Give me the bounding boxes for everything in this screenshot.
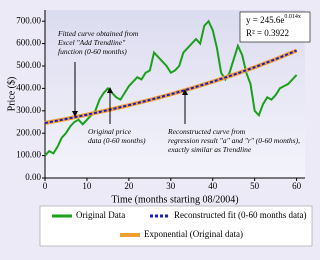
- x-tick-label: 20: [124, 181, 134, 191]
- annotation: Reconstructed curve from regression resu…: [167, 127, 302, 154]
- legend: [39, 205, 313, 247]
- series-line: [44, 19, 298, 157]
- x-tick-label: 60: [292, 181, 302, 191]
- x-axis-label: Time (months starting 08/2004): [111, 194, 238, 205]
- legend-label: Reconstructed fit (0-60 months data): [174, 210, 306, 220]
- equation-box: [239, 11, 311, 43]
- equation: y = 245.6e0.014x: [246, 14, 301, 25]
- x-tick-label: 0: [43, 181, 48, 191]
- x-tick-label: 50: [250, 181, 260, 191]
- x-tick-label: 10: [82, 181, 92, 191]
- y-tick-label: 600.00: [16, 38, 41, 48]
- y-tick-label: 500.00: [16, 60, 41, 70]
- y-tick-label: 100.00: [16, 150, 41, 160]
- annotation: Fitted curve obtained from Excel "Add Tr…: [57, 29, 140, 56]
- y-axis-label: Price ($): [6, 77, 17, 112]
- y-tick-label: 700.00: [16, 15, 41, 25]
- x-tick-label: 30: [166, 181, 176, 191]
- y-tick-label: 300.00: [16, 105, 41, 115]
- x-tick-label: 40: [208, 181, 218, 191]
- annotation: Original price data (0-60 months): [88, 127, 146, 145]
- r-squared: R² = 0.3922: [246, 28, 289, 38]
- legend-label: Exponential (Original data): [144, 229, 243, 239]
- y-tick-label: 400.00: [16, 82, 41, 92]
- series-line: [44, 49, 297, 124]
- y-tick-label: 0.00: [25, 172, 41, 182]
- legend-label: Original Data: [76, 210, 125, 220]
- y-tick-label: 200.00: [16, 127, 41, 137]
